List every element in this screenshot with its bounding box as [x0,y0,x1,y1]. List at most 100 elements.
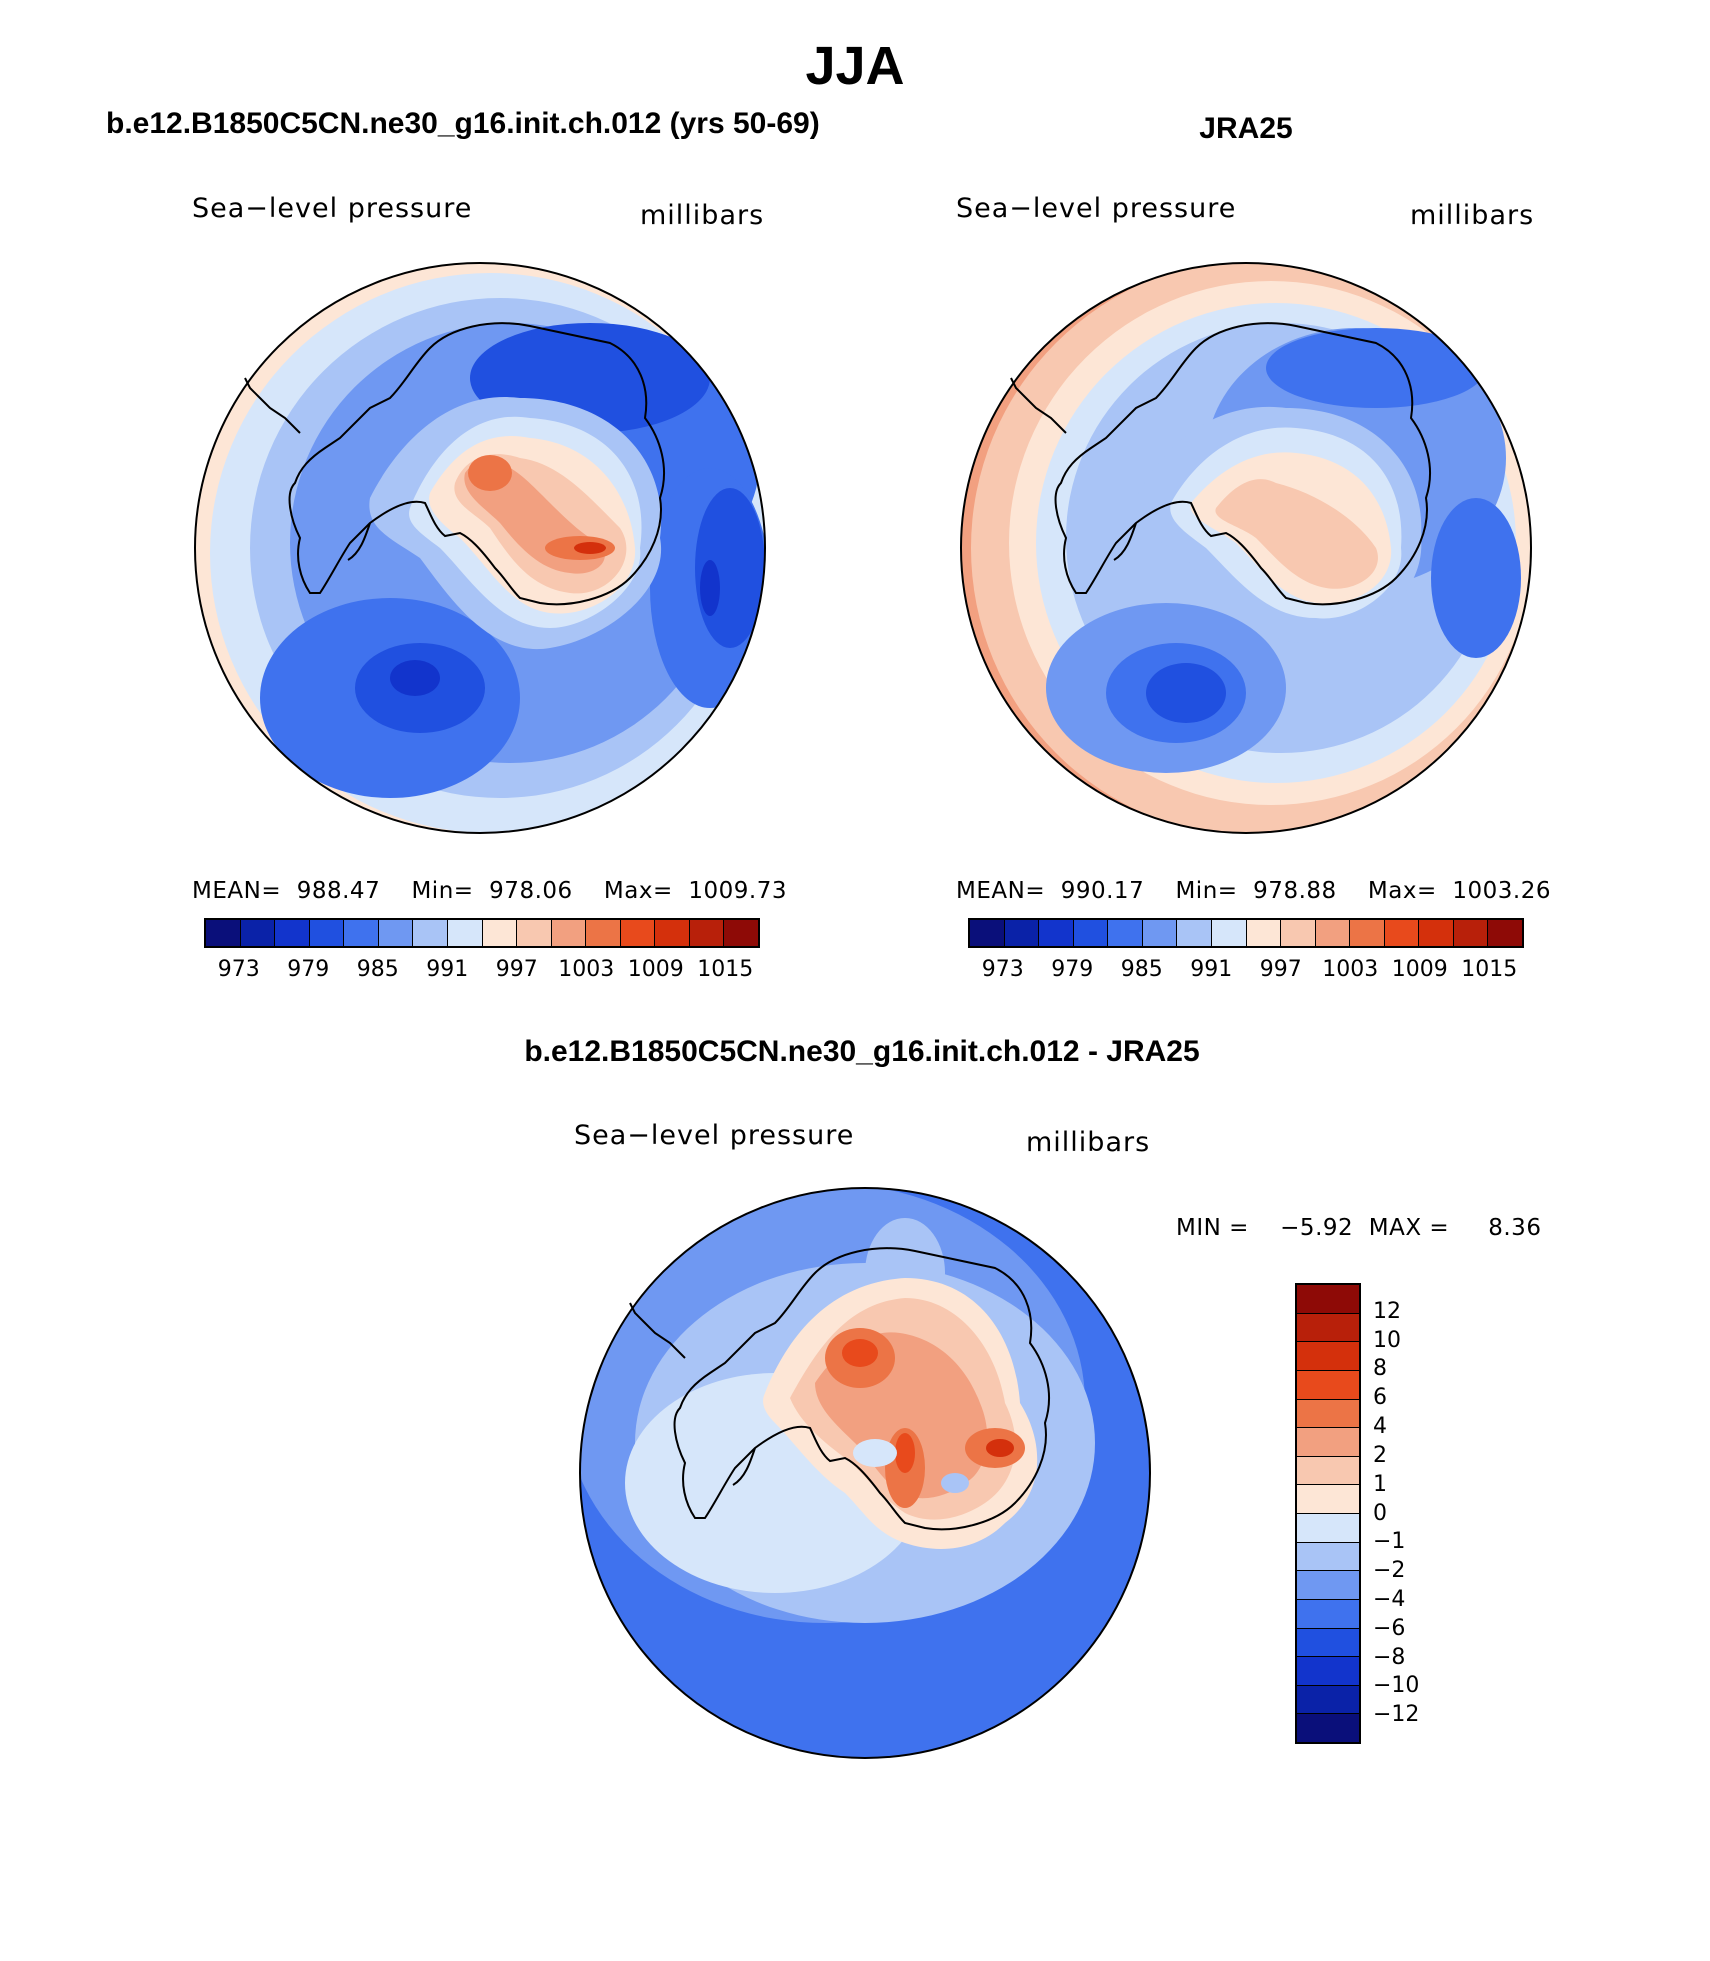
colorbar-box [724,920,758,946]
colorbar-box [1453,920,1489,946]
colorbar-tick-label: 979 [1051,957,1094,982]
panel-2-mean-value: 990.17 [1060,878,1145,904]
panel-1-title: b.e12.B1850C5CN.ne30_g16.init.ch.012 (yr… [106,107,820,140]
colorbar-box [1297,1456,1359,1486]
colorbar-box [447,920,483,946]
colorbar-box [1297,1342,1359,1371]
difference-panel-title: b.e12.B1850C5CN.ne30_g16.init.ch.012 - J… [524,1035,1200,1068]
colorbar-tick-label: 991 [1190,957,1233,982]
panel-1-mean-value: 988.47 [296,878,381,904]
panel-1-units-label: millibars [640,200,765,231]
panel-1-colorbar [204,918,760,948]
colorbar-box [1297,1313,1359,1343]
colorbar-box [1297,1428,1359,1457]
colorbar-tick-label: −2 [1373,1558,1406,1584]
colorbar-tick-label: 1009 [1391,957,1448,982]
colorbar-box [1281,920,1316,946]
panel-2-min-label: Min= [1175,878,1238,904]
colorbar-box [344,920,379,946]
panel-1-min-label: Min= [411,878,474,904]
difference-units-label: millibars [1026,1127,1151,1158]
colorbar-tick-label: 10 [1373,1327,1401,1353]
colorbar-box [1297,1285,1359,1314]
colorbar-box [309,920,345,946]
colorbar-tick-label: 997 [495,957,538,982]
colorbar-tick-label: 2 [1373,1442,1387,1468]
colorbar-box [655,920,690,946]
colorbar-box [1142,920,1178,946]
colorbar-box [1297,1370,1359,1400]
colorbar-tick-label: 991 [426,957,469,982]
panel-2-colorbar [968,918,1524,948]
colorbar-tick-label: 0 [1373,1500,1387,1526]
colorbar-tick-label: −6 [1373,1615,1406,1641]
panel-2-units-label: millibars [1410,200,1535,231]
colorbar-box [482,920,518,946]
colorbar-box [1384,920,1420,946]
colorbar-box [1297,1514,1359,1543]
colorbar-box [970,920,1005,946]
colorbar-box [1246,920,1282,946]
panel-1-max-label: Max= [603,878,673,904]
page-title: JJA [805,36,905,96]
colorbar-box [1350,920,1385,946]
colorbar-box [1073,920,1109,946]
panel-2-stats: MEAN= 990.17 Min= 978.88 Max= 1003.26 [956,878,1551,904]
colorbar-tick-label: −4 [1373,1586,1406,1612]
colorbar-box [1211,920,1247,946]
colorbar-box [1488,920,1522,946]
colorbar-box [620,920,656,946]
colorbar-box [1297,1628,1359,1658]
colorbar-tick-label: −12 [1373,1702,1420,1728]
colorbar-box [1297,1542,1359,1572]
panel-1-min-value: 978.06 [489,878,573,904]
difference-colorbar [1295,1283,1361,1744]
colorbar-box [1297,1657,1359,1686]
colorbar-box [1297,1571,1359,1600]
colorbar-tick-label: −10 [1373,1673,1420,1699]
colorbar-box [1297,1485,1359,1514]
colorbar-box [689,920,725,946]
colorbar-tick-label: 1003 [1322,957,1379,982]
colorbar-tick-label: 973 [217,957,260,982]
colorbar-tick-label: 8 [1373,1356,1387,1382]
colorbar-box [1419,920,1454,946]
colorbar-box [378,920,414,946]
colorbar-box [240,920,276,946]
panel-2-min-value: 978.88 [1253,878,1337,904]
panel-2-variable-label: Sea−level pressure [956,193,1237,224]
colorbar-box [1297,1599,1359,1629]
colorbar-box [275,920,310,946]
colorbar-box [551,920,587,946]
colorbar-tick-label: −8 [1373,1644,1406,1670]
difference-polar-map [579,1187,1151,1759]
colorbar-box [1004,920,1040,946]
colorbar-box [1315,920,1351,946]
panel-2-title: JRA25 [1199,112,1293,145]
colorbar-tick-label: 985 [356,957,399,982]
panel-1-variable-label: Sea−level pressure [192,193,473,224]
colorbar-tick-label: 1015 [697,957,754,982]
colorbar-tick-label: 1003 [558,957,615,982]
colorbar-box [206,920,241,946]
colorbar-box [517,920,552,946]
colorbar-tick-label: 973 [981,957,1024,982]
colorbar-box [1297,1685,1359,1715]
colorbar-box [1177,920,1212,946]
panel-2-max-label: Max= [1367,878,1437,904]
colorbar-box [586,920,621,946]
panel-1-polar-map [194,262,766,834]
panel-2-polar-map [960,262,1532,834]
panel-2-mean-label: MEAN= [956,878,1046,904]
colorbar-tick-label: 979 [287,957,330,982]
colorbar-box [1297,1714,1359,1742]
colorbar-tick-label: 1 [1373,1471,1387,1497]
panel-1-max-value: 1009.73 [688,878,787,904]
panel-2-max-value: 1003.26 [1452,878,1551,904]
colorbar-box [1297,1399,1359,1429]
colorbar-box [413,920,448,946]
colorbar-tick-label: 6 [1373,1385,1387,1411]
colorbar-tick-label: 1015 [1461,957,1518,982]
colorbar-box [1039,920,1074,946]
panel-1-stats: MEAN= 988.47 Min= 978.06 Max= 1009.73 [192,878,787,904]
